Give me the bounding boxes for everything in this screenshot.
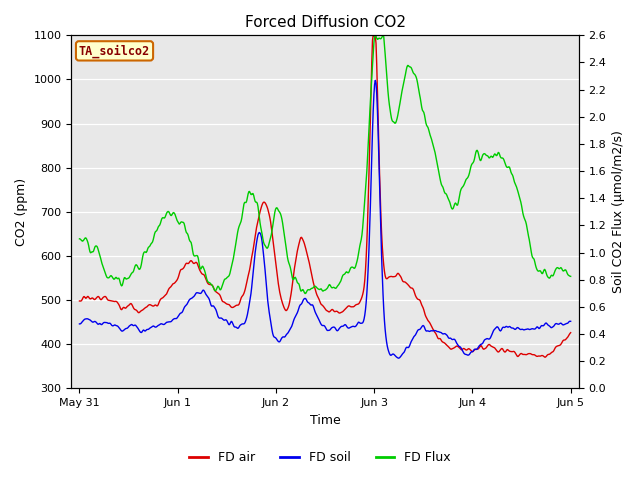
FD Flux	[231, 247, 239, 253]
FD soil	[231, 324, 239, 330]
FD Flux	[301, 290, 309, 296]
X-axis label: Time: Time	[310, 414, 340, 427]
FD soil	[371, 77, 379, 83]
FD air	[567, 330, 575, 336]
Line: FD air: FD air	[79, 36, 571, 357]
FD soil	[214, 313, 221, 319]
Y-axis label: Soil CO2 Flux (μmol/m2/s): Soil CO2 Flux (μmol/m2/s)	[612, 131, 625, 293]
FD Flux	[567, 274, 575, 279]
Line: FD Flux: FD Flux	[79, 36, 571, 293]
FD air	[519, 351, 527, 357]
FD soil	[76, 321, 83, 327]
FD soil	[196, 290, 204, 296]
FD soil	[395, 355, 403, 361]
FD air	[459, 347, 467, 352]
Line: FD soil: FD soil	[79, 80, 571, 358]
FD air	[399, 278, 406, 284]
FD Flux	[76, 236, 83, 242]
FD air	[541, 354, 549, 360]
Text: TA_soilco2: TA_soilco2	[79, 44, 150, 58]
FD air	[231, 303, 239, 309]
FD soil	[399, 350, 407, 356]
FD Flux	[196, 264, 204, 269]
FD Flux	[371, 33, 378, 38]
FD Flux	[460, 183, 467, 189]
FD Flux	[520, 213, 527, 219]
FD air	[369, 33, 377, 38]
FD air	[196, 267, 204, 273]
FD soil	[567, 318, 575, 324]
FD air	[76, 298, 83, 304]
FD air	[214, 290, 221, 296]
FD soil	[460, 349, 467, 355]
Title: Forced Diffusion CO2: Forced Diffusion CO2	[244, 15, 406, 30]
Legend: FD air, FD soil, FD Flux: FD air, FD soil, FD Flux	[184, 446, 456, 469]
Y-axis label: CO2 (ppm): CO2 (ppm)	[15, 178, 28, 246]
FD Flux	[399, 82, 407, 87]
FD soil	[520, 327, 527, 333]
FD Flux	[214, 283, 221, 289]
